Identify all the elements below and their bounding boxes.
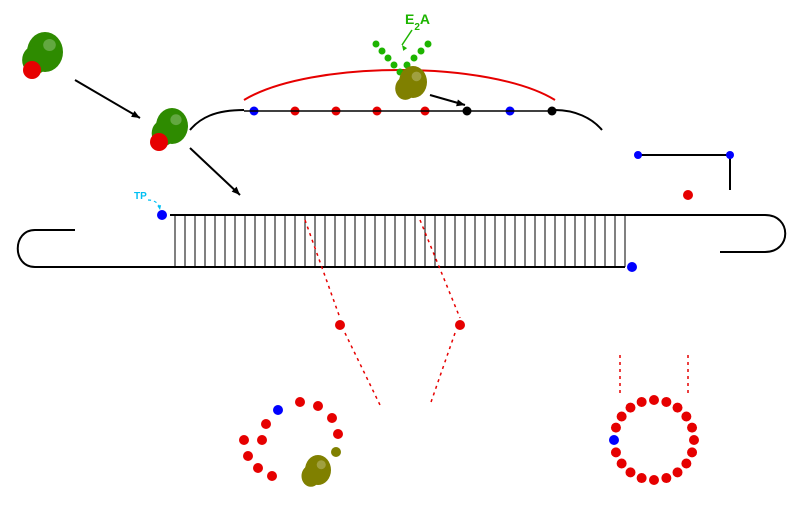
panhandle-dot [261,419,271,429]
circle-dot [617,411,627,421]
circle-dot [681,459,691,469]
circle-dot [687,423,697,433]
circle-dot [649,395,659,405]
circle-dot [673,467,683,477]
circle-dot [681,411,691,421]
panhandle-dot [239,435,249,445]
panhandle-dot [243,451,253,461]
panhandle-dot [273,405,283,415]
circle-dot [689,435,699,445]
e2a-dot [411,55,418,62]
tp-dot [157,210,167,220]
circle-dot [611,447,621,457]
circle-dot [661,473,671,483]
panhandle-dot [295,397,305,407]
e2a-dot [425,41,432,48]
panhandle-dot [257,435,267,445]
circle-dot [617,459,627,469]
circle-dot [673,403,683,413]
e2a-dot [373,41,380,48]
panhandle-dot [313,401,323,411]
panhandle-dot [267,471,277,481]
e2a-dot [391,62,398,69]
circle-dot [625,467,635,477]
circle-dot [609,435,619,445]
e2a-dot [385,55,392,62]
panhandle-dot [327,413,337,423]
e2a-dot [418,48,425,55]
circle-dot [661,397,671,407]
panhandle-dot [333,429,343,439]
circle-dot [649,475,659,485]
circle-dot [637,473,647,483]
panhandle-dot [253,463,263,473]
tp-dot [627,262,637,272]
tp-label: TP [134,191,147,202]
circle-dot [625,403,635,413]
circle-dot [637,397,647,407]
panhandle-dot [331,447,341,457]
e2a-dot [379,48,386,55]
circle-dot [687,447,697,457]
circle-dot [611,423,621,433]
